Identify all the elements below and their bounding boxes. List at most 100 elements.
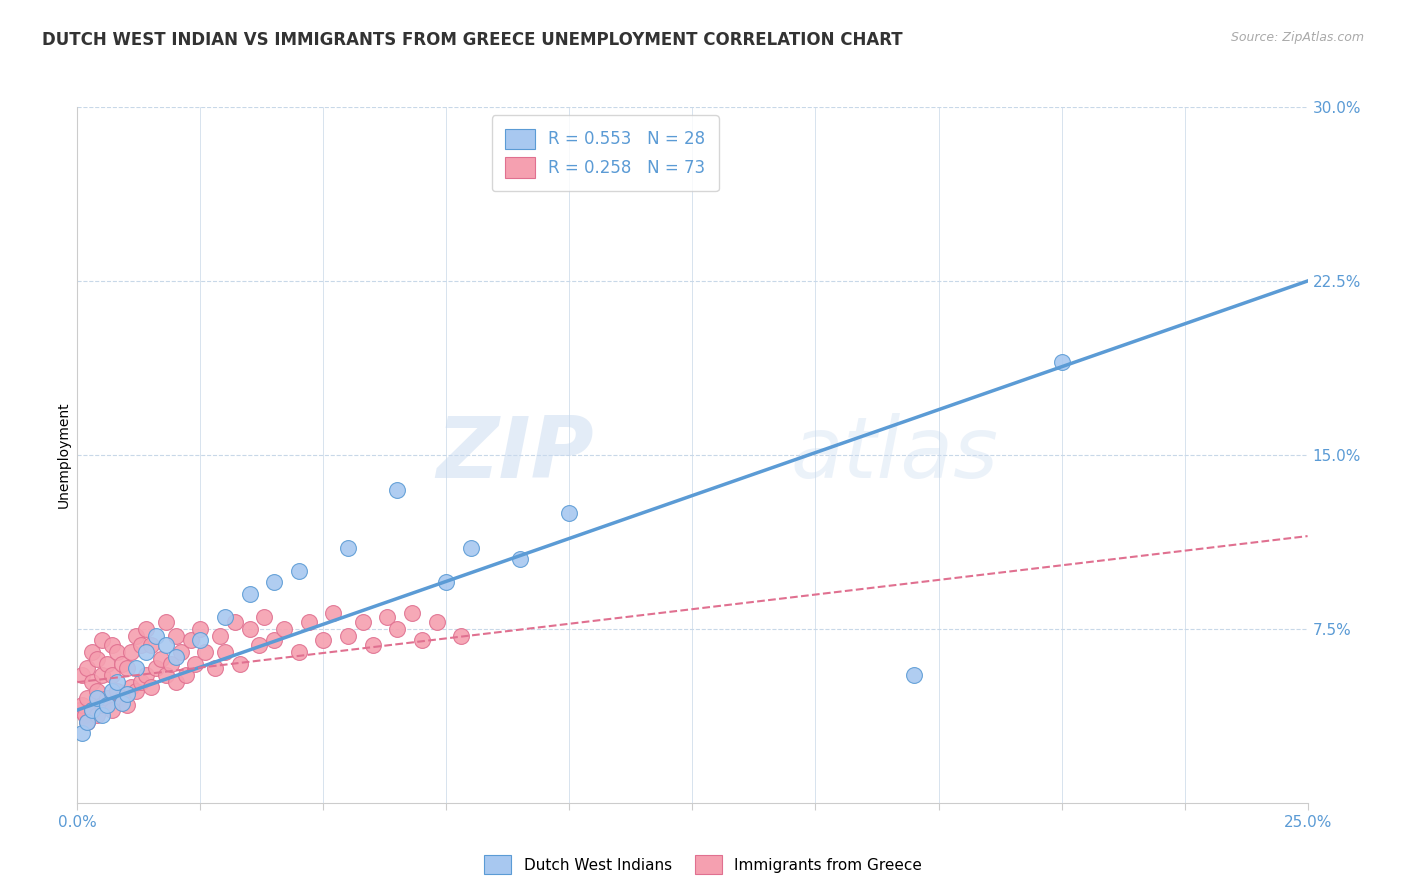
Point [184,657,207,671]
Point [105,684,128,698]
Point [73,707,96,722]
Point [170,645,193,659]
Point [209,629,232,643]
Point [82,703,104,717]
Point [165,649,187,664]
Point [174,668,197,682]
Point [385,622,409,636]
Point [558,506,581,520]
Point [105,645,128,659]
Point [115,698,138,713]
Point [90,698,114,713]
Point [115,661,138,675]
Point [509,552,531,566]
Point [121,645,143,659]
Point [155,668,177,682]
Point [401,606,423,620]
Point [86,691,108,706]
Point [115,687,138,701]
Point [239,587,262,601]
Point [155,638,177,652]
Point [337,541,360,555]
Point [96,657,118,671]
Point [125,629,148,643]
Point [337,629,360,643]
Point [322,606,344,620]
Point [101,684,124,698]
Point [253,610,276,624]
Point [214,610,236,624]
Point [436,575,458,590]
Text: atlas: atlas [792,413,998,497]
Text: ZIP: ZIP [436,413,595,497]
Point [263,633,285,648]
Point [165,629,187,643]
Point [194,645,217,659]
Point [101,638,124,652]
Point [450,629,472,643]
Point [70,726,93,740]
Point [101,703,124,717]
Point [82,703,104,717]
Point [377,610,399,624]
Point [135,668,157,682]
Point [228,657,252,671]
Point [145,629,167,643]
Point [263,575,285,590]
Point [141,680,163,694]
Point [129,675,153,690]
Point [145,661,167,675]
Point [90,707,114,722]
Point [165,675,187,690]
Point [188,633,212,648]
Point [76,661,98,675]
Point [86,707,108,722]
Point [352,615,374,629]
Point [214,645,236,659]
Point [239,622,262,636]
Point [70,698,93,713]
Point [69,703,91,717]
Point [155,615,177,629]
Point [76,714,98,729]
Point [70,668,93,682]
Point [135,645,157,659]
Point [121,680,143,694]
Point [90,633,114,648]
Point [82,675,104,690]
Point [224,615,246,629]
Point [385,483,409,497]
Point [141,638,163,652]
Point [76,691,98,706]
Point [86,652,108,666]
Point [101,668,124,682]
Text: Source: ZipAtlas.com: Source: ZipAtlas.com [1230,31,1364,45]
Point [111,696,132,710]
Point [82,645,104,659]
Point [125,661,148,675]
Point [105,675,128,690]
Point [204,661,226,675]
Point [150,652,173,666]
Point [125,684,148,698]
Point [111,657,132,671]
Point [1050,355,1073,369]
Point [90,668,114,682]
Point [96,698,118,713]
Point [76,714,98,729]
Point [160,657,183,671]
Point [96,691,118,706]
Point [298,615,321,629]
Point [188,622,212,636]
Point [361,638,384,652]
Text: DUTCH WEST INDIAN VS IMMIGRANTS FROM GREECE UNEMPLOYMENT CORRELATION CHART: DUTCH WEST INDIAN VS IMMIGRANTS FROM GRE… [42,31,903,49]
Point [288,564,311,578]
Point [129,638,153,652]
Point [135,622,157,636]
Point [460,541,482,555]
Point [312,633,335,648]
Point [411,633,433,648]
Legend: R = 0.553   N = 28, R = 0.258   N = 73: R = 0.553 N = 28, R = 0.258 N = 73 [492,115,718,191]
Point [273,622,295,636]
Point [180,633,202,648]
